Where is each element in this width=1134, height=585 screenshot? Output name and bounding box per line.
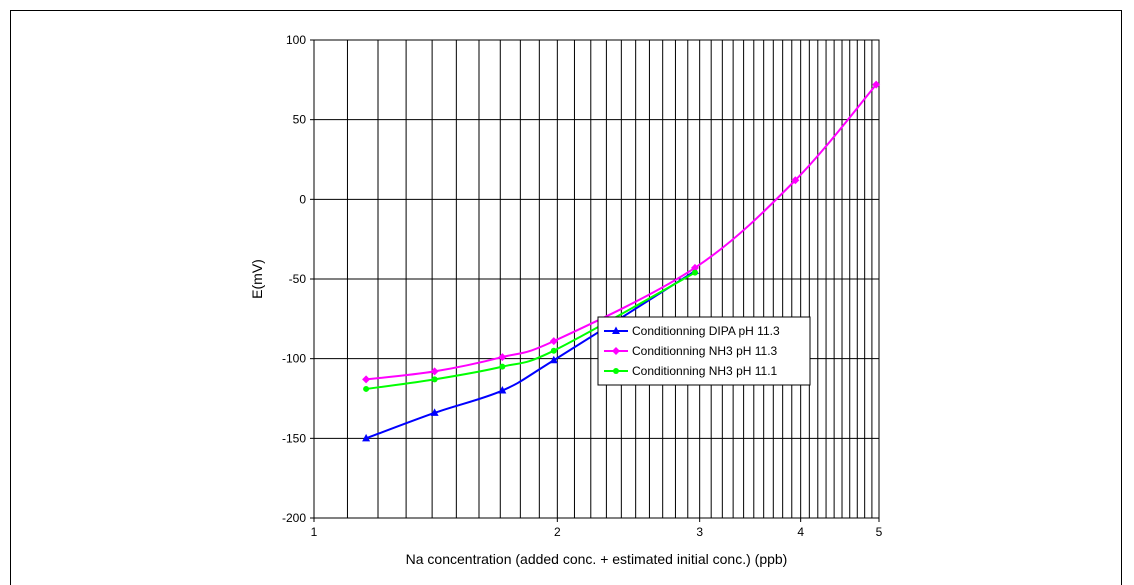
circle-marker [691, 269, 698, 276]
circle-marker [550, 347, 557, 354]
triangle-marker [612, 326, 620, 334]
diamond-marker [549, 337, 558, 346]
legend: Conditionning DIPA pH 11.3 Conditionning … [597, 316, 811, 386]
series-3 [363, 269, 698, 392]
triangle-marker [549, 355, 558, 364]
triangle-marker [362, 433, 371, 442]
x-axis-title: Na concentration (added conc. + estimate… [406, 551, 788, 567]
x-tick-label: 4 [797, 525, 804, 539]
circle-marker [613, 368, 619, 374]
legend-label: Conditionning DIPA pH 11.3 [632, 324, 780, 338]
legend-label: Conditionning NH3 pH 11.3 [632, 344, 778, 358]
diamond-marker [362, 375, 371, 384]
y-tick-label: -200 [282, 511, 306, 525]
series-line [365, 271, 696, 390]
chart-frame [10, 10, 1122, 585]
y-axis-title: E(mV) [249, 259, 265, 299]
y-tick-label: 50 [293, 113, 307, 127]
diamond-marker [791, 176, 800, 185]
y-tick-label: -50 [289, 272, 307, 286]
y-tick-label: 0 [299, 192, 306, 206]
grid-lines [314, 40, 879, 518]
triangle-marker [498, 386, 507, 394]
legend-box [597, 316, 811, 386]
circle-marker [363, 385, 370, 392]
diamond-marker [430, 367, 439, 376]
diamond-marker [872, 80, 881, 89]
x-tick-label: 5 [876, 525, 883, 539]
y-tick-label: 100 [286, 33, 306, 47]
x-tick-label: 3 [696, 525, 703, 539]
x-tick-labels: 1 2 3 4 5 [311, 518, 883, 539]
triangle-marker [430, 408, 439, 416]
diamond-marker [498, 353, 507, 362]
y-tick-labels: -200 -150 -100 -50 0 50 100 [282, 33, 314, 525]
y-tick-label: -100 [282, 352, 306, 366]
y-tick-label: -150 [282, 431, 306, 445]
x-tick-label: 1 [311, 525, 318, 539]
diamond-marker [690, 263, 699, 272]
diamond-marker [612, 347, 620, 355]
legend-label: Conditionning NH3 pH 11.1 [632, 364, 778, 378]
circle-marker [431, 376, 438, 383]
circle-marker [499, 363, 506, 370]
x-tick-label: 2 [554, 525, 561, 539]
